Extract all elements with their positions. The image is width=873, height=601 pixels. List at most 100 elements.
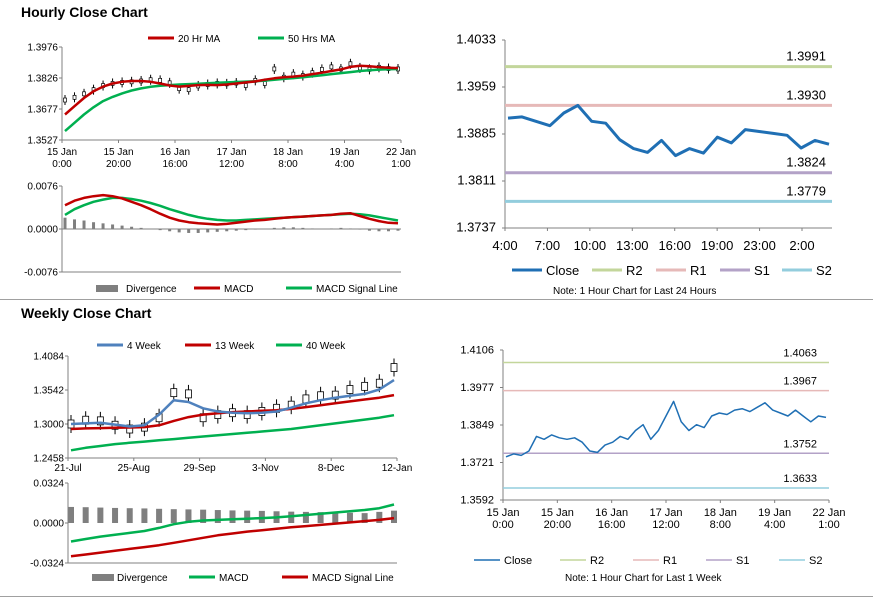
weekly-levels-legend-label: R2 [590,555,604,567]
weekly-levels-x-tick-label: 8:00 [710,519,731,531]
hourly-levels-legend-label: S2 [816,263,832,278]
weekly-price-40wk-line [70,413,395,452]
hourly-price-candle-body [82,91,86,97]
hourly-price-candle-body [72,94,77,100]
hourly-price-candle-body [320,67,324,72]
weekly-levels-x-tick-label: 15 Jan [486,507,519,519]
hourly-levels-y-tick-label: 1.3885 [456,126,496,141]
weekly-price-candle-body [375,378,383,388]
weekly-levels-x-tick-label: 22 Jan [812,507,845,519]
hourly-price-candle-body [272,66,277,72]
hourly-price-20hr-ma-line [64,64,399,116]
hourly-price-candle-body [348,61,353,67]
hourly-price-x-tick-label: 0:00 [52,159,72,170]
weekly-macd-divergence-bar [200,509,207,523]
weekly-macd-divergence-bar [82,507,89,523]
weekly-price-y-tick-label: 1.4084 [33,352,64,363]
hourly-macd-legend-label: MACD [224,284,253,295]
weekly-levels-legend-label: Close [504,555,532,567]
hourly-price-x-tick-label: 20:00 [106,159,131,170]
weekly-macd-divergence-bar [244,510,251,523]
hourly-levels-s2-label: 1.3779 [786,183,826,198]
weekly-price-candle-body [317,391,324,401]
hourly-macd-legend-label: MACD Signal Line [316,284,398,295]
hourly-price-x-tick-label: 16 Jan [160,147,190,158]
weekly-levels-x-tick-label: 4:00 [764,519,785,531]
weekly-section-title: Weekly Close Chart [21,305,152,321]
weekly-macd-divergence-bar [112,507,119,523]
weekly-price-candle-body [185,389,192,399]
weekly-levels-y-tick-label: 1.3721 [460,457,494,469]
hourly-levels-r2-label: 1.3991 [786,49,826,64]
weekly-macd-divergence-bar [229,510,236,523]
hourly-price-y-tick-label: 1.3527 [27,136,58,147]
hourly-price-x-tick-label: 15 Jan [47,147,77,158]
hourly-price-50hr-ma-line [64,67,399,133]
hourly-levels-x-tick-label: 19:00 [701,238,734,253]
weekly-macd-y-tick-label: 0.0000 [33,519,64,530]
weekly-macd-divergence-bar [214,510,221,523]
hourly-levels-y-tick-label: 1.3737 [456,220,496,235]
weekly-levels-y-tick-label: 1.3592 [460,495,494,507]
weekly-levels-y-tick-label: 1.3849 [460,420,494,432]
hourly-price-x-tick-label: 22 Jan [386,147,416,158]
hourly-price-candle-body [158,77,162,83]
weekly-levels-legend-label: S1 [736,555,749,567]
weekly-macd-divergence-bar [141,508,148,523]
hourly-price-y-tick-label: 1.3976 [27,43,58,54]
hourly-levels-y-tick-label: 1.4033 [456,32,496,47]
weekly-levels-x-tick-label: 12:00 [652,519,680,531]
hourly-macd-line [64,193,399,226]
weekly-price-y-tick-label: 1.2458 [33,454,64,465]
weekly-price-x-tick-label: 12-Jan [382,463,413,474]
weekly-levels-close-line [505,400,827,458]
weekly-levels-x-tick-label: 20:00 [544,519,572,531]
hourly-levels-note: Note: 1 Hour Chart for Last 24 Hours [553,286,717,297]
hourly-macd-y-tick-label: 0.0076 [27,182,58,193]
hourly-levels-legend-label: R2 [626,263,643,278]
weekly-levels-r2-label: 1.4063 [783,348,817,360]
weekly-macd-divergence-bar [156,508,163,523]
hourly-price-legend-label: 50 Hrs MA [288,34,336,45]
hourly-levels-legend-label: S1 [754,263,770,278]
weekly-macd-divergence-bar [332,512,339,523]
hourly-macd-y-tick-label: 0.0000 [27,225,58,236]
weekly-macd-divergence-bar [317,512,324,523]
weekly-levels-x-tick-label: 1:00 [818,519,839,531]
weekly-price-legend-label: 40 Week [306,341,346,352]
hourly-price-x-tick-label: 12:00 [219,159,244,170]
hourly-levels-x-tick-label: 2:00 [789,238,814,253]
hourly-section-title: Hourly Close Chart [21,4,148,20]
hourly-macd-legend-label: Divergence [126,284,177,295]
weekly-price-x-tick-label: 3-Nov [252,463,279,474]
weekly-levels-s1-label: 1.3752 [783,438,817,450]
hourly-price-candle-body [63,97,67,103]
hourly-levels-x-tick-label: 10:00 [574,238,607,253]
weekly-price-candle-body [390,363,398,372]
weekly-price-x-tick-label: 21-Jul [54,463,81,474]
hourly-macd-legend-swatch [96,285,118,292]
hourly-price-x-tick-label: 18 Jan [273,147,303,158]
weekly-price-candle-body [361,381,369,391]
hourly-levels-r1-label: 1.3930 [786,87,826,102]
weekly-levels-x-tick-label: 17 Jan [649,507,682,519]
weekly-levels-note: Note: 1 Hour Chart for Last 1 Week [565,573,722,584]
hourly-price-y-tick-label: 1.3826 [27,74,58,85]
weekly-levels-r1-label: 1.3967 [783,376,817,388]
weekly-levels-y-tick-label: 1.3977 [460,382,494,394]
weekly-levels-y-tick-label: 1.4106 [460,345,494,357]
weekly-macd-y-tick-label: -0.0324 [30,559,64,570]
weekly-levels-s2-label: 1.3633 [783,473,817,485]
hourly-price-x-tick-label: 19 Jan [329,147,359,158]
weekly-price-legend-label: 13 Week [215,341,255,352]
hourly-levels-x-tick-label: 7:00 [535,238,560,253]
weekly-macd-line [70,503,395,543]
weekly-macd-divergence-bar [68,506,74,523]
hourly-levels-y-tick-label: 1.3959 [456,79,496,94]
weekly-macd-legend-swatch [92,574,114,581]
weekly-price-candle-body [170,388,178,398]
hourly-macd-y-tick-label: -0.0076 [24,268,58,279]
weekly-price-candle-body [96,416,104,426]
hourly-levels-close-line [507,103,830,158]
